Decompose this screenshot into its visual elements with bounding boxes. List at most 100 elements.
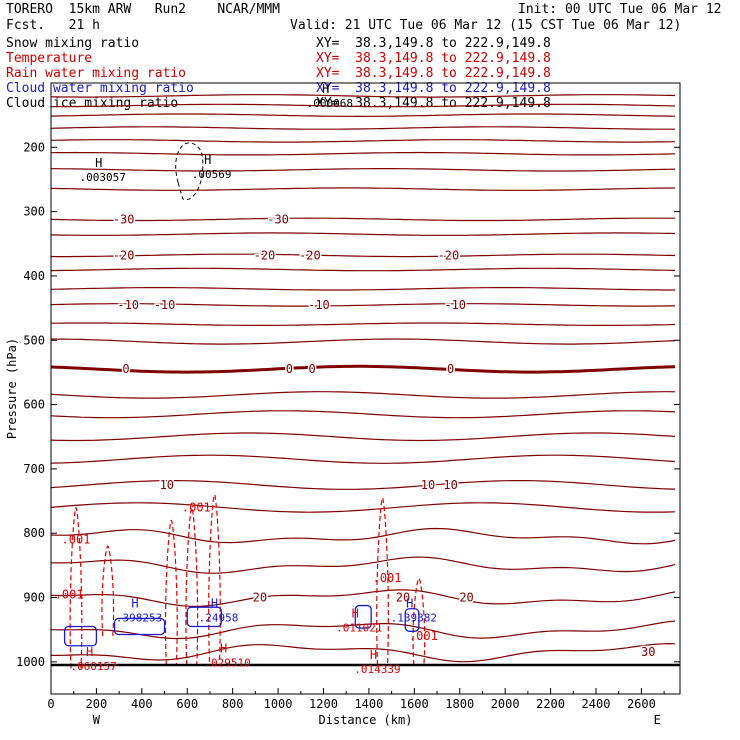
field-label-temperature: Temperature xyxy=(6,51,93,66)
temperature-contour-2 xyxy=(50,113,676,117)
cloudwater-contour-4 xyxy=(404,608,420,632)
rain-extremum-marker-3: H xyxy=(370,648,377,662)
x-tick-label-9: 1800 xyxy=(445,697,474,711)
x-tick-label-2: 400 xyxy=(131,697,153,711)
snow-extremum-marker-2: H xyxy=(322,82,329,96)
temperature-contour-7 xyxy=(50,187,675,191)
temperature-contour-23 xyxy=(50,527,676,545)
x-tick-label-3: 600 xyxy=(176,697,198,711)
temperature-label-20: 30 xyxy=(641,645,655,659)
temperature-contour-19 xyxy=(50,432,676,442)
rain-label-0: .001 xyxy=(62,533,91,547)
model-title: TORERO 15km ARW Run2 NCAR/MMM xyxy=(6,2,280,17)
y-tick-label-3: 500 xyxy=(23,333,45,347)
temperature-contour-16 xyxy=(50,364,676,374)
x-tick-label-10: 2000 xyxy=(491,697,520,711)
temperature-contour-6 xyxy=(51,168,676,172)
valid-time: Valid: 21 UTC Tue 06 Mar 12 (15 CST Tue … xyxy=(290,18,682,33)
rain-extremum-value-1: .011021 xyxy=(336,621,382,634)
y-tick-label-4: 600 xyxy=(23,398,45,412)
field-label-rain: Rain water mixing ratio xyxy=(6,66,187,81)
temperature-contour-10 xyxy=(50,253,676,258)
rain-contour-6 xyxy=(412,577,426,666)
rain-extremum-marker-0: H xyxy=(86,645,93,659)
temperature-label-0: -30 xyxy=(113,212,135,226)
temperature-label-12: 0 xyxy=(309,362,316,376)
temperature-contour-14 xyxy=(51,322,676,326)
cloudwater-contour-3 xyxy=(354,604,372,629)
rain-contour-5 xyxy=(376,497,389,666)
temperature-label-19: 20 xyxy=(459,591,473,605)
snow-extremum-value-1: .00569 xyxy=(192,168,232,181)
rain-label-2: .001 xyxy=(182,500,211,514)
temperature-contour-9 xyxy=(50,232,676,236)
temperature-label-16: 10 xyxy=(443,478,457,492)
field-label-snow: Snow mixing ratio xyxy=(6,36,140,51)
temperature-contour-20 xyxy=(50,454,676,464)
y-tick-label-1: 300 xyxy=(23,205,45,219)
rain-extremum-marker-1: H xyxy=(352,606,359,620)
temperature-contour-8 xyxy=(50,217,675,222)
rain-extremum-marker-2: H xyxy=(220,642,227,656)
temperature-contour-12 xyxy=(50,287,675,291)
x-tick-label-4: 800 xyxy=(222,697,244,711)
temperature-label-3: -20 xyxy=(254,248,276,262)
x-tick-label-12: 2400 xyxy=(582,697,611,711)
rain-contour-3 xyxy=(185,506,199,666)
snow-extremum-value-2: .000068 xyxy=(307,97,353,110)
temperature-label-7: -10 xyxy=(154,298,176,312)
x-end-label-west: W xyxy=(93,713,101,727)
forecast-hour: Fcst. 21 h xyxy=(6,18,100,33)
temperature-contour-1 xyxy=(51,103,676,108)
field-xy-rain: XY= 38.3,149.8 to 222.9,149.8 xyxy=(316,66,551,81)
y-tick-label-6: 800 xyxy=(23,526,45,540)
temperature-label-17: 20 xyxy=(253,591,267,605)
x-axis-title: Distance (km) xyxy=(319,713,413,727)
temperature-contour-4 xyxy=(50,139,676,143)
cloudwater-extremum-value-1: .24958 xyxy=(199,612,239,625)
temperature-label-6: -10 xyxy=(117,298,139,312)
temperature-label-5: -20 xyxy=(438,248,460,262)
field-xy-cloudice: XY= 38.3,149.8 to 222.9,149.8 xyxy=(316,96,551,111)
temperature-label-8: -10 xyxy=(308,298,330,312)
temperature-contour-17 xyxy=(50,391,676,399)
temperature-contour-3 xyxy=(50,126,675,130)
temperature-label-15: 10 xyxy=(421,478,435,492)
y-tick-label-8: 1000 xyxy=(16,655,45,669)
field-xy-temperature: XY= 38.3,149.8 to 222.9,149.8 xyxy=(316,51,551,66)
y-tick-label-2: 400 xyxy=(23,269,45,283)
rain-extremum-value-2: .029510 xyxy=(204,657,250,670)
temperature-label-2: -20 xyxy=(113,248,135,262)
temperature-contour-11 xyxy=(50,267,676,272)
temperature-contour-5 xyxy=(50,151,676,156)
init-time: Init: 00 UTC Tue 06 Mar 12 xyxy=(518,2,722,17)
temperature-label-11: 0 xyxy=(286,362,293,376)
cloudwater-extremum-marker-1: H xyxy=(211,597,218,611)
y-tick-label-0: 200 xyxy=(23,140,45,154)
temperature-contour-27 xyxy=(51,642,676,663)
rain-label-1: .001 xyxy=(55,587,84,601)
temperature-contour-0 xyxy=(50,94,676,98)
cloudwater-extremum-value-0: .398253 xyxy=(116,612,162,625)
temperature-contour-21 xyxy=(50,480,676,490)
snow-contour xyxy=(175,142,204,201)
rain-label-3: .001 xyxy=(373,571,402,585)
x-tick-label-6: 1200 xyxy=(309,697,338,711)
temperature-label-10: 0 xyxy=(122,362,129,376)
y-tick-label-5: 700 xyxy=(23,462,45,476)
cloudwater-extremum-value-2: .139382 xyxy=(391,612,437,625)
snow-extremum-marker-1: H xyxy=(204,153,211,167)
x-tick-label-7: 1400 xyxy=(354,697,383,711)
cloudwater-contour-1 xyxy=(113,617,166,636)
field-label-cloudwater: Cloud water mixing ratio xyxy=(6,81,194,96)
x-tick-label-1: 200 xyxy=(86,697,108,711)
y-tick-label-7: 900 xyxy=(23,591,45,605)
snow-extremum-marker-0: H xyxy=(95,156,102,170)
temperature-contour-15 xyxy=(50,338,676,345)
rain-label-4: .001 xyxy=(409,629,438,643)
rain-contour-4 xyxy=(208,494,221,662)
y-axis-title: Pressure (hPa) xyxy=(5,338,19,439)
rain-contour-2 xyxy=(164,519,178,666)
temperature-label-9: -10 xyxy=(444,298,466,312)
temperature-contour-26 xyxy=(50,620,676,640)
